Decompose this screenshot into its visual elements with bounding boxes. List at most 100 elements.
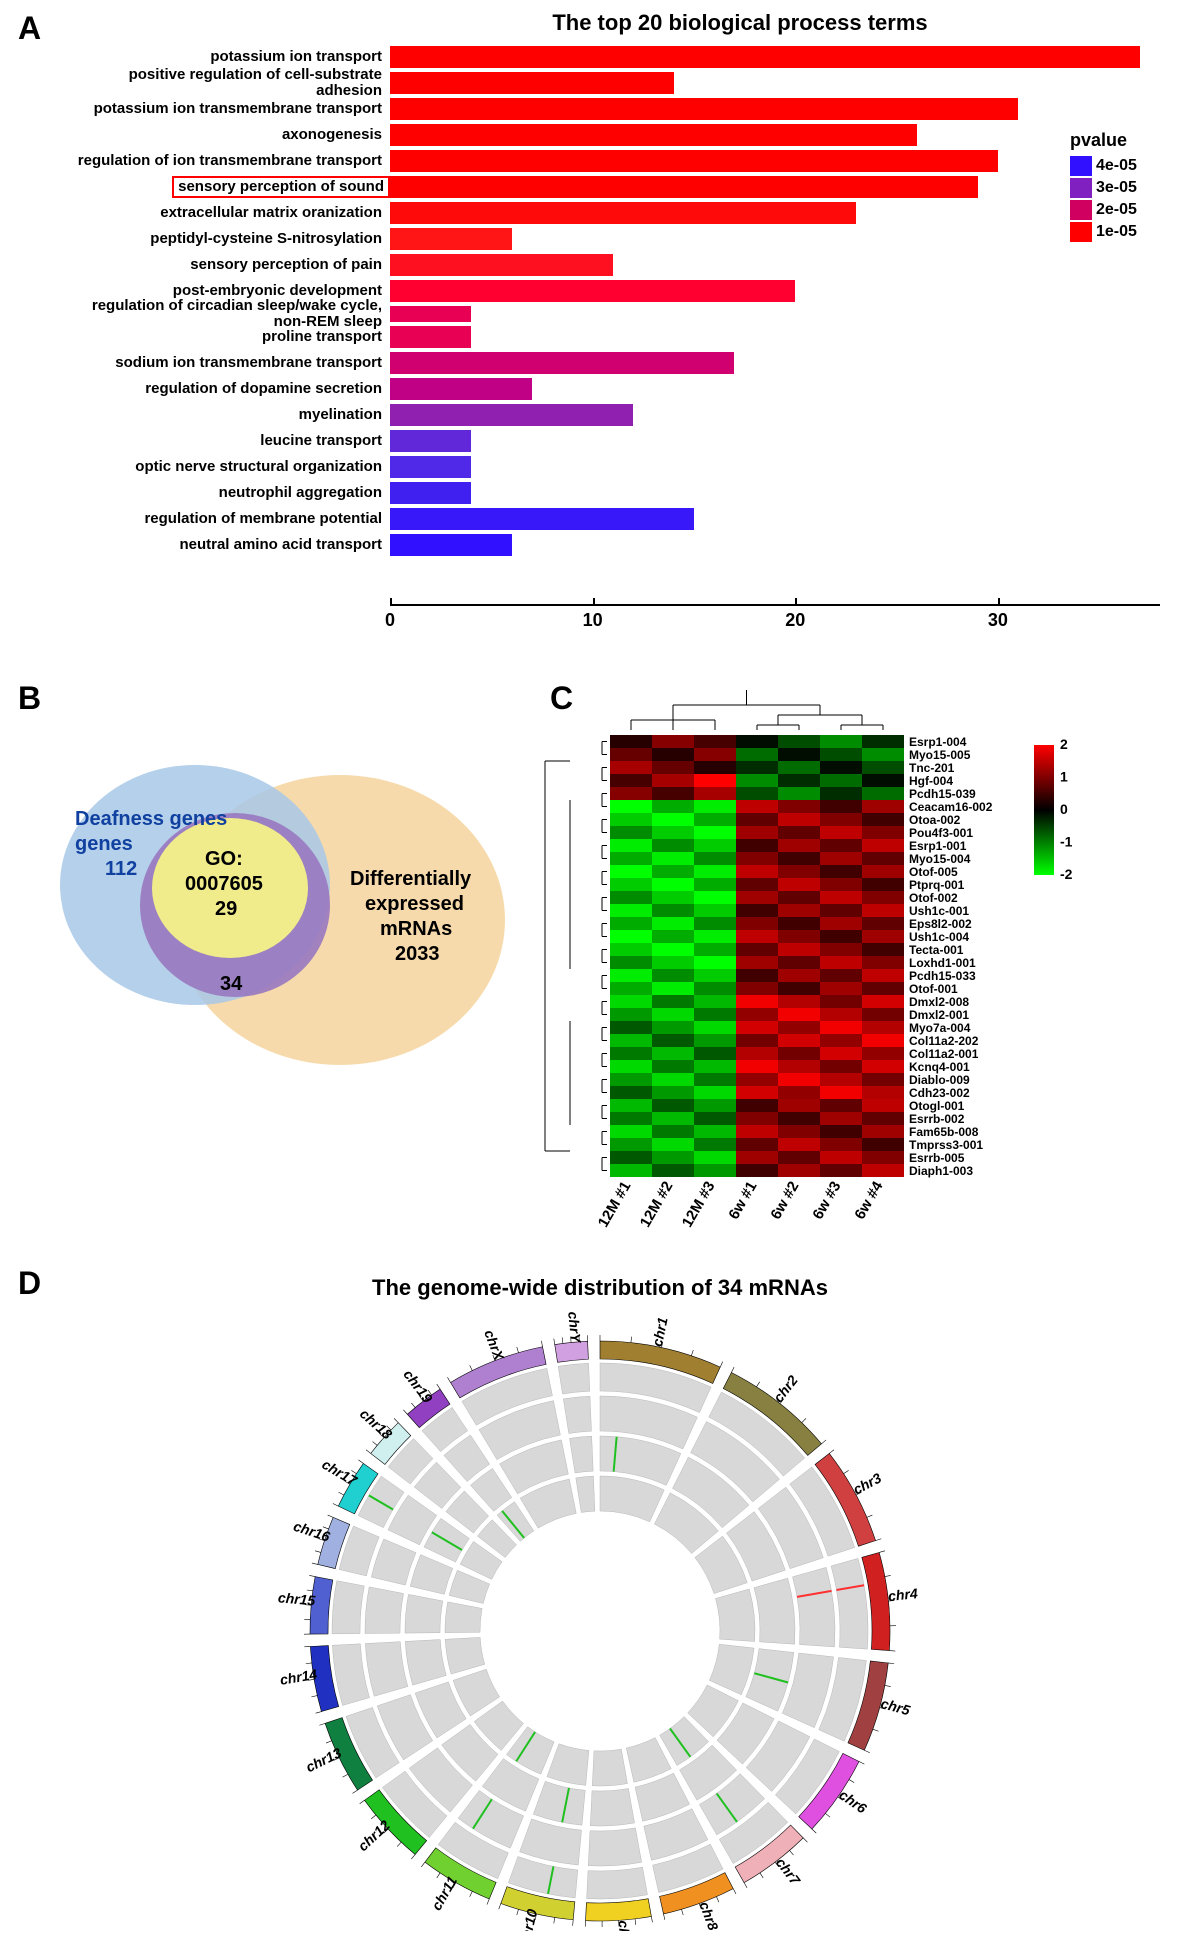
heatmap-cell xyxy=(778,1060,820,1073)
pvalue-legend-row: 1e-05 xyxy=(1070,221,1180,243)
heatmap-cell xyxy=(694,735,736,748)
bar xyxy=(390,46,1140,68)
heatmap-cell xyxy=(778,1099,820,1112)
pvalue-label: 4e-05 xyxy=(1096,157,1137,175)
circos-tick xyxy=(859,1761,864,1764)
circos-track-segment xyxy=(626,1738,671,1783)
circos-ideogram xyxy=(555,1341,589,1362)
heatmap-cell xyxy=(862,956,904,969)
heatmap-cell xyxy=(778,878,820,891)
panel-a-title: The top 20 biological process terms xyxy=(320,10,1160,36)
bar-row: regulation of circadian sleep/wake cycle… xyxy=(60,304,1160,324)
circos-tick xyxy=(541,1341,542,1347)
heatmap-cell xyxy=(778,1034,820,1047)
heatmap-cell xyxy=(610,1034,652,1047)
heatmap-cell xyxy=(820,930,862,943)
heatmap-gene-label: Esrp1-004 xyxy=(909,735,967,749)
circos-tick xyxy=(373,1442,378,1446)
heatmap-cell xyxy=(694,1034,736,1047)
heatmap-cell xyxy=(862,1008,904,1021)
heatmap-cell xyxy=(610,1021,652,1034)
heatmap-cell xyxy=(862,995,904,1008)
circos-tick xyxy=(358,1460,363,1463)
bar-track xyxy=(390,350,1160,376)
heatmap-cell xyxy=(694,852,736,865)
heatmap-cell xyxy=(610,735,652,748)
heatmap-gene-label: Loxhd1-001 xyxy=(909,956,976,970)
heatmap-cell xyxy=(610,1086,652,1099)
heatmap-cell xyxy=(652,826,694,839)
heatmap-gene-label: Tnc-201 xyxy=(909,761,955,775)
heatmap-cell xyxy=(862,774,904,787)
heatmap-cell xyxy=(652,1138,694,1151)
circos-chrom-label: chr16 xyxy=(292,1518,333,1545)
heatmap-cell xyxy=(610,813,652,826)
bar xyxy=(390,430,471,452)
heatmap-cell xyxy=(820,1138,862,1151)
circos-chrom-label: chr10 xyxy=(516,1907,540,1931)
heatmap-legend-bar xyxy=(1034,745,1054,875)
circos-tick xyxy=(360,1800,365,1804)
panel-b-venn: Deafness genes genes 112 GO: 0007605 29 … xyxy=(20,710,520,1140)
heatmap-legend-tick: 1 xyxy=(1060,769,1068,785)
heatmap-cell xyxy=(820,917,862,930)
heatmap-cell xyxy=(652,748,694,761)
heatmap-cell xyxy=(862,735,904,748)
heatmap-cell xyxy=(610,800,652,813)
circos-chrom-label: chr9 xyxy=(616,1920,634,1931)
heatmap-cell xyxy=(610,930,652,943)
heatmap-col-label: 6w #2 xyxy=(767,1179,802,1223)
heatmap-cell xyxy=(820,995,862,1008)
heatmap-gene-label: Esrrb-002 xyxy=(909,1112,965,1126)
x-tick xyxy=(998,598,1000,606)
heatmap-cell xyxy=(736,1151,778,1164)
heatmap-cell xyxy=(820,943,862,956)
heatmap-cell xyxy=(652,813,694,826)
heatmap-cell xyxy=(820,826,862,839)
bar xyxy=(390,306,471,322)
heatmap-cell xyxy=(694,1073,736,1086)
heatmap-cell xyxy=(820,787,862,800)
circos-track-segment xyxy=(332,1644,369,1706)
heatmap-cell xyxy=(694,995,736,1008)
circos-chrom-label: chr6 xyxy=(836,1786,870,1816)
heatmap-cell xyxy=(610,904,652,917)
circos-track-segment xyxy=(533,1781,585,1825)
heatmap-cell xyxy=(862,748,904,761)
heatmap-gene-label: Ush1c-001 xyxy=(909,904,969,918)
heatmap-cell xyxy=(862,1021,904,1034)
heatmap-cell xyxy=(736,1099,778,1112)
heatmap-gene-label: Pou4f3-001 xyxy=(909,826,973,840)
heatmap-cell xyxy=(694,774,736,787)
heatmap-cell xyxy=(778,735,820,748)
heatmap-cell xyxy=(862,943,904,956)
heatmap-cell xyxy=(862,787,904,800)
circos-chrom-label: chr19 xyxy=(400,1366,436,1406)
bar xyxy=(390,378,532,400)
heatmap-cell xyxy=(862,839,904,852)
heatmap-cell xyxy=(820,774,862,787)
bar-label: sensory perception of pain xyxy=(60,257,390,273)
bar-row: neutrophil aggregation xyxy=(60,480,1160,506)
circos-tick xyxy=(339,1492,344,1495)
heatmap-cell xyxy=(652,1086,694,1099)
bar xyxy=(390,176,978,198)
circos-track-segment xyxy=(547,1744,589,1786)
heatmap-cell xyxy=(694,943,736,956)
circos-chrom-label: chr2 xyxy=(770,1372,801,1405)
heatmap-cell xyxy=(778,1125,820,1138)
heatmap-cell xyxy=(820,1164,862,1177)
circos-chrom-label: chr7 xyxy=(773,1854,804,1888)
circos-track-segment xyxy=(405,1640,446,1686)
circos-tick xyxy=(651,1916,652,1922)
heatmap-gene-label: Fam65b-008 xyxy=(909,1125,979,1139)
circos-tick xyxy=(517,1909,519,1915)
bar-row: regulation of ion transmembrane transpor… xyxy=(60,148,1160,174)
circos-tick xyxy=(411,1854,415,1859)
circos-tick xyxy=(873,1729,879,1731)
heatmap-cell xyxy=(610,1112,652,1125)
heatmap-cell xyxy=(610,1151,652,1164)
heatmap-cell xyxy=(736,891,778,904)
bar-label: positive regulation of cell-substrate ad… xyxy=(60,67,390,99)
circos-track-segment xyxy=(754,1578,795,1644)
